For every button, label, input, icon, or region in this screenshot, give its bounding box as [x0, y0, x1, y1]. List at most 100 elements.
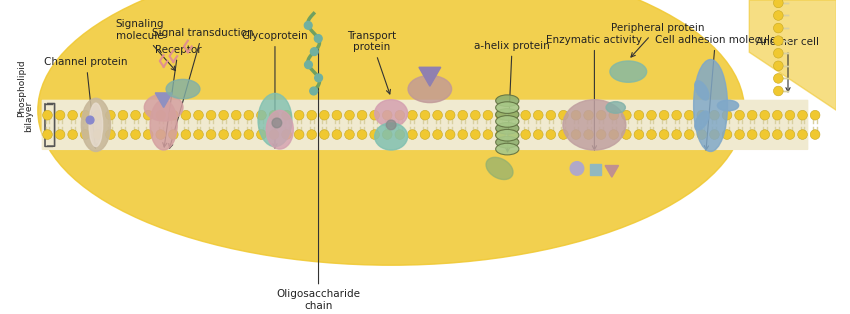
Circle shape [774, 11, 783, 20]
Circle shape [93, 130, 103, 139]
Ellipse shape [408, 75, 451, 103]
Circle shape [42, 130, 53, 139]
Ellipse shape [375, 123, 408, 150]
Circle shape [760, 130, 769, 139]
Circle shape [408, 110, 417, 120]
Circle shape [483, 130, 493, 139]
Circle shape [42, 110, 53, 120]
FancyBboxPatch shape [14, 134, 836, 304]
Ellipse shape [496, 143, 518, 155]
Circle shape [571, 110, 581, 120]
Ellipse shape [166, 79, 200, 99]
Circle shape [660, 130, 669, 139]
Text: Enzymatic activity: Enzymatic activity [547, 35, 643, 150]
Circle shape [156, 130, 166, 139]
Circle shape [168, 110, 178, 120]
Ellipse shape [496, 109, 518, 120]
Circle shape [181, 130, 190, 139]
Circle shape [310, 48, 318, 56]
Circle shape [207, 130, 216, 139]
Circle shape [810, 110, 820, 120]
Text: Receptor: Receptor [155, 45, 201, 147]
Ellipse shape [606, 102, 626, 113]
Ellipse shape [496, 116, 518, 127]
Circle shape [93, 110, 103, 120]
Circle shape [508, 130, 518, 139]
Circle shape [181, 110, 190, 120]
Circle shape [244, 110, 253, 120]
Circle shape [294, 130, 304, 139]
Circle shape [584, 130, 593, 139]
Circle shape [647, 110, 656, 120]
Circle shape [710, 110, 719, 120]
Circle shape [257, 130, 266, 139]
Circle shape [785, 110, 795, 120]
Circle shape [445, 130, 455, 139]
Ellipse shape [258, 93, 292, 147]
Circle shape [496, 130, 506, 139]
Circle shape [257, 110, 266, 120]
Circle shape [131, 130, 140, 139]
Circle shape [81, 130, 90, 139]
Circle shape [760, 110, 769, 120]
Circle shape [386, 120, 396, 130]
Circle shape [471, 110, 480, 120]
Circle shape [797, 130, 808, 139]
Ellipse shape [610, 61, 647, 82]
Circle shape [773, 130, 782, 139]
Circle shape [194, 130, 203, 139]
Circle shape [747, 110, 757, 120]
Text: bilayer: bilayer [25, 100, 34, 132]
Circle shape [774, 36, 783, 46]
Circle shape [304, 21, 312, 29]
Circle shape [433, 110, 442, 120]
Circle shape [774, 61, 783, 71]
Circle shape [370, 110, 379, 120]
Circle shape [309, 87, 318, 95]
Circle shape [558, 130, 569, 139]
Circle shape [420, 110, 430, 120]
Circle shape [395, 110, 405, 120]
Text: Oligosaccharide
chain: Oligosaccharide chain [276, 37, 360, 311]
Circle shape [320, 130, 329, 139]
Circle shape [597, 130, 606, 139]
Circle shape [294, 110, 304, 120]
Circle shape [647, 130, 656, 139]
Circle shape [395, 130, 405, 139]
Circle shape [194, 110, 203, 120]
Ellipse shape [89, 103, 103, 147]
Circle shape [118, 130, 127, 139]
Circle shape [55, 130, 65, 139]
Circle shape [774, 48, 783, 58]
Ellipse shape [717, 100, 739, 111]
Circle shape [546, 130, 556, 139]
Circle shape [408, 130, 417, 139]
Circle shape [734, 110, 745, 120]
Circle shape [521, 130, 530, 139]
Circle shape [774, 23, 783, 33]
Text: a-helix protein: a-helix protein [474, 41, 550, 152]
Ellipse shape [496, 102, 518, 113]
Text: Channel protein: Channel protein [44, 57, 128, 148]
Circle shape [747, 130, 757, 139]
Ellipse shape [694, 111, 709, 130]
Circle shape [231, 130, 241, 139]
Circle shape [344, 130, 354, 139]
Circle shape [281, 130, 292, 139]
Circle shape [332, 110, 342, 120]
Circle shape [697, 110, 706, 120]
Circle shape [797, 110, 808, 120]
Circle shape [609, 110, 619, 120]
Circle shape [207, 110, 216, 120]
Circle shape [672, 110, 682, 120]
Ellipse shape [266, 110, 293, 149]
Circle shape [272, 118, 281, 128]
Circle shape [344, 110, 354, 120]
Circle shape [314, 35, 322, 42]
Circle shape [320, 110, 329, 120]
Circle shape [307, 130, 316, 139]
Circle shape [774, 86, 783, 96]
Circle shape [244, 130, 253, 139]
Circle shape [697, 130, 706, 139]
Ellipse shape [496, 136, 518, 148]
